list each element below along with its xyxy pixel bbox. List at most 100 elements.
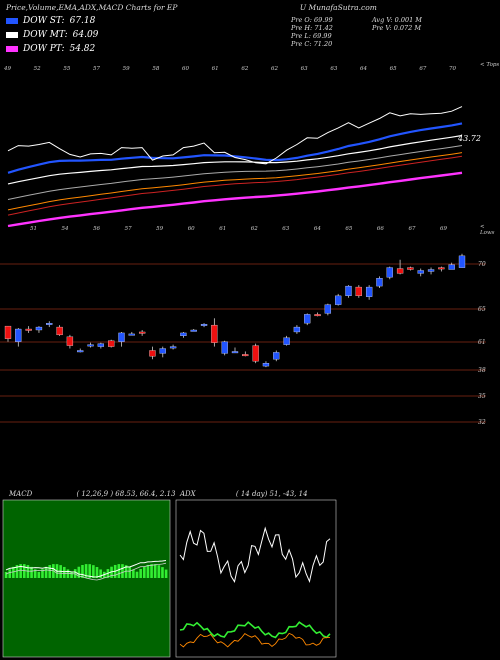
price-top-label: 67 <box>408 226 415 232</box>
candle-body <box>386 267 393 278</box>
ema-top-label: 57 <box>93 66 100 72</box>
adx-title: ADX ( 14 day) 51, -43, 14 <box>180 490 308 498</box>
macd-histogram-bar <box>48 565 52 578</box>
macd-histogram-bar <box>19 564 22 578</box>
macd-histogram-bar <box>164 569 168 578</box>
candle-body <box>335 295 342 305</box>
candle-body <box>376 278 383 287</box>
macd-histogram-bar <box>26 565 30 578</box>
macd-panel <box>2 499 171 658</box>
ema-top-label: 62 <box>241 66 248 72</box>
macd-histogram-bar <box>41 569 44 578</box>
legend-swatch-pt <box>6 46 18 52</box>
stats-volume: Avg V: 0.001 M Pre V: 0.072 M <box>372 16 422 32</box>
ema-top-label: 62 <box>271 66 278 72</box>
candle-body <box>77 350 84 353</box>
candle-body <box>159 348 166 354</box>
legend-label-mt: DOW MT: <box>23 30 68 40</box>
macd-histogram-bar <box>99 569 102 578</box>
ema-top-label: 61 <box>212 66 219 72</box>
price-y-tick: 61 <box>478 339 486 346</box>
adx-params: ( 14 day) 51, -43, 14 <box>235 490 308 498</box>
candle-body <box>35 326 43 331</box>
macd-histogram-bar <box>70 571 73 578</box>
stat-low: Pre L: 69.99 <box>291 32 332 40</box>
candle-body <box>427 269 435 272</box>
candle-body <box>46 323 53 325</box>
legend-swatch-st <box>6 18 18 24</box>
candle-body <box>438 267 445 270</box>
candle-body <box>417 270 424 274</box>
candle-body <box>293 326 301 333</box>
macd-histogram-bar <box>66 569 70 578</box>
macd-histogram-bar <box>110 566 113 578</box>
macd-histogram-bar <box>88 564 92 578</box>
price-top-label: 62 <box>251 226 258 232</box>
price-top-label: 69 <box>440 226 447 232</box>
candle-body <box>242 354 249 357</box>
ema-line-mt <box>7 134 463 185</box>
macd-histogram-bar <box>44 566 48 578</box>
legend-swatch-mt <box>6 32 18 38</box>
candle-body <box>283 337 290 345</box>
candle-body <box>56 326 63 336</box>
macd-histogram-bar <box>4 572 8 578</box>
macd-histogram-bar <box>161 567 164 578</box>
macd-histogram-bar <box>139 569 142 578</box>
macd-histogram-bar <box>8 569 12 578</box>
candle-body <box>4 325 12 339</box>
macd-histogram-bar <box>142 566 146 578</box>
candle-body <box>407 267 414 270</box>
macd-line <box>5 560 167 578</box>
macd-histogram-bar <box>135 571 139 578</box>
candle-body <box>211 324 218 343</box>
candle-body <box>128 333 135 336</box>
ema-panel-tag: < Tops <box>480 62 500 68</box>
macd-histogram-bar <box>132 569 135 578</box>
candle-body <box>200 323 208 326</box>
header-right: U MunafaSutra.com <box>299 3 377 12</box>
ema-top-label: 67 <box>419 66 426 72</box>
stat-open: Pre O: 69.99 <box>291 16 333 24</box>
candle-body <box>396 268 404 274</box>
macd-title-text: MACD <box>9 490 33 498</box>
legend-dow-mt: DOW MT: 64.09 <box>6 30 98 40</box>
price-panel-tag: < Lows <box>480 224 495 236</box>
candle-body <box>169 346 177 349</box>
header-left: Price,Volume,EMA,ADX,MACD Charts for EP <box>6 3 178 12</box>
candle-body <box>118 332 125 342</box>
legend-value-pt: 54.82 <box>69 44 96 54</box>
macd-histogram-bar <box>153 564 157 578</box>
stat-close: Pre C: 71.20 <box>291 40 333 48</box>
price-panel <box>4 253 466 368</box>
ema-line-st <box>7 122 463 174</box>
candle-body <box>149 350 156 357</box>
macd-histogram-bar <box>22 564 26 578</box>
ema-top-label: 55 <box>63 66 70 72</box>
candle-body <box>448 264 455 270</box>
legend-value-mt: 64.09 <box>72 30 99 40</box>
price-y-tick: 32 <box>478 419 486 426</box>
price-top-label: 65 <box>345 226 352 232</box>
candle-body <box>314 314 321 317</box>
macd-histogram-bar <box>62 566 66 578</box>
candle-body <box>190 329 197 332</box>
stat-prev-volume: Pre V: 0.072 M <box>372 24 422 32</box>
ema-top-label: 70 <box>449 66 456 72</box>
legend-label-st: DOW ST: <box>23 16 65 26</box>
ema-top-label: 59 <box>123 66 130 72</box>
candle-body <box>87 344 94 347</box>
macd-histogram-bar <box>150 564 153 578</box>
ema-line-orange <box>7 152 463 211</box>
ema-price-line <box>7 106 463 165</box>
ema-top-label: 63 <box>330 66 337 72</box>
macd-histogram-bar <box>12 566 15 578</box>
price-top-label: 61 <box>219 226 226 232</box>
legend-dow-pt: DOW PT: 54.82 <box>6 44 95 54</box>
ema-top-label: 60 <box>182 66 189 72</box>
ema-line-grey <box>7 145 463 200</box>
candle-body <box>304 314 311 324</box>
candle-body <box>262 363 270 367</box>
candle-body <box>458 255 466 268</box>
